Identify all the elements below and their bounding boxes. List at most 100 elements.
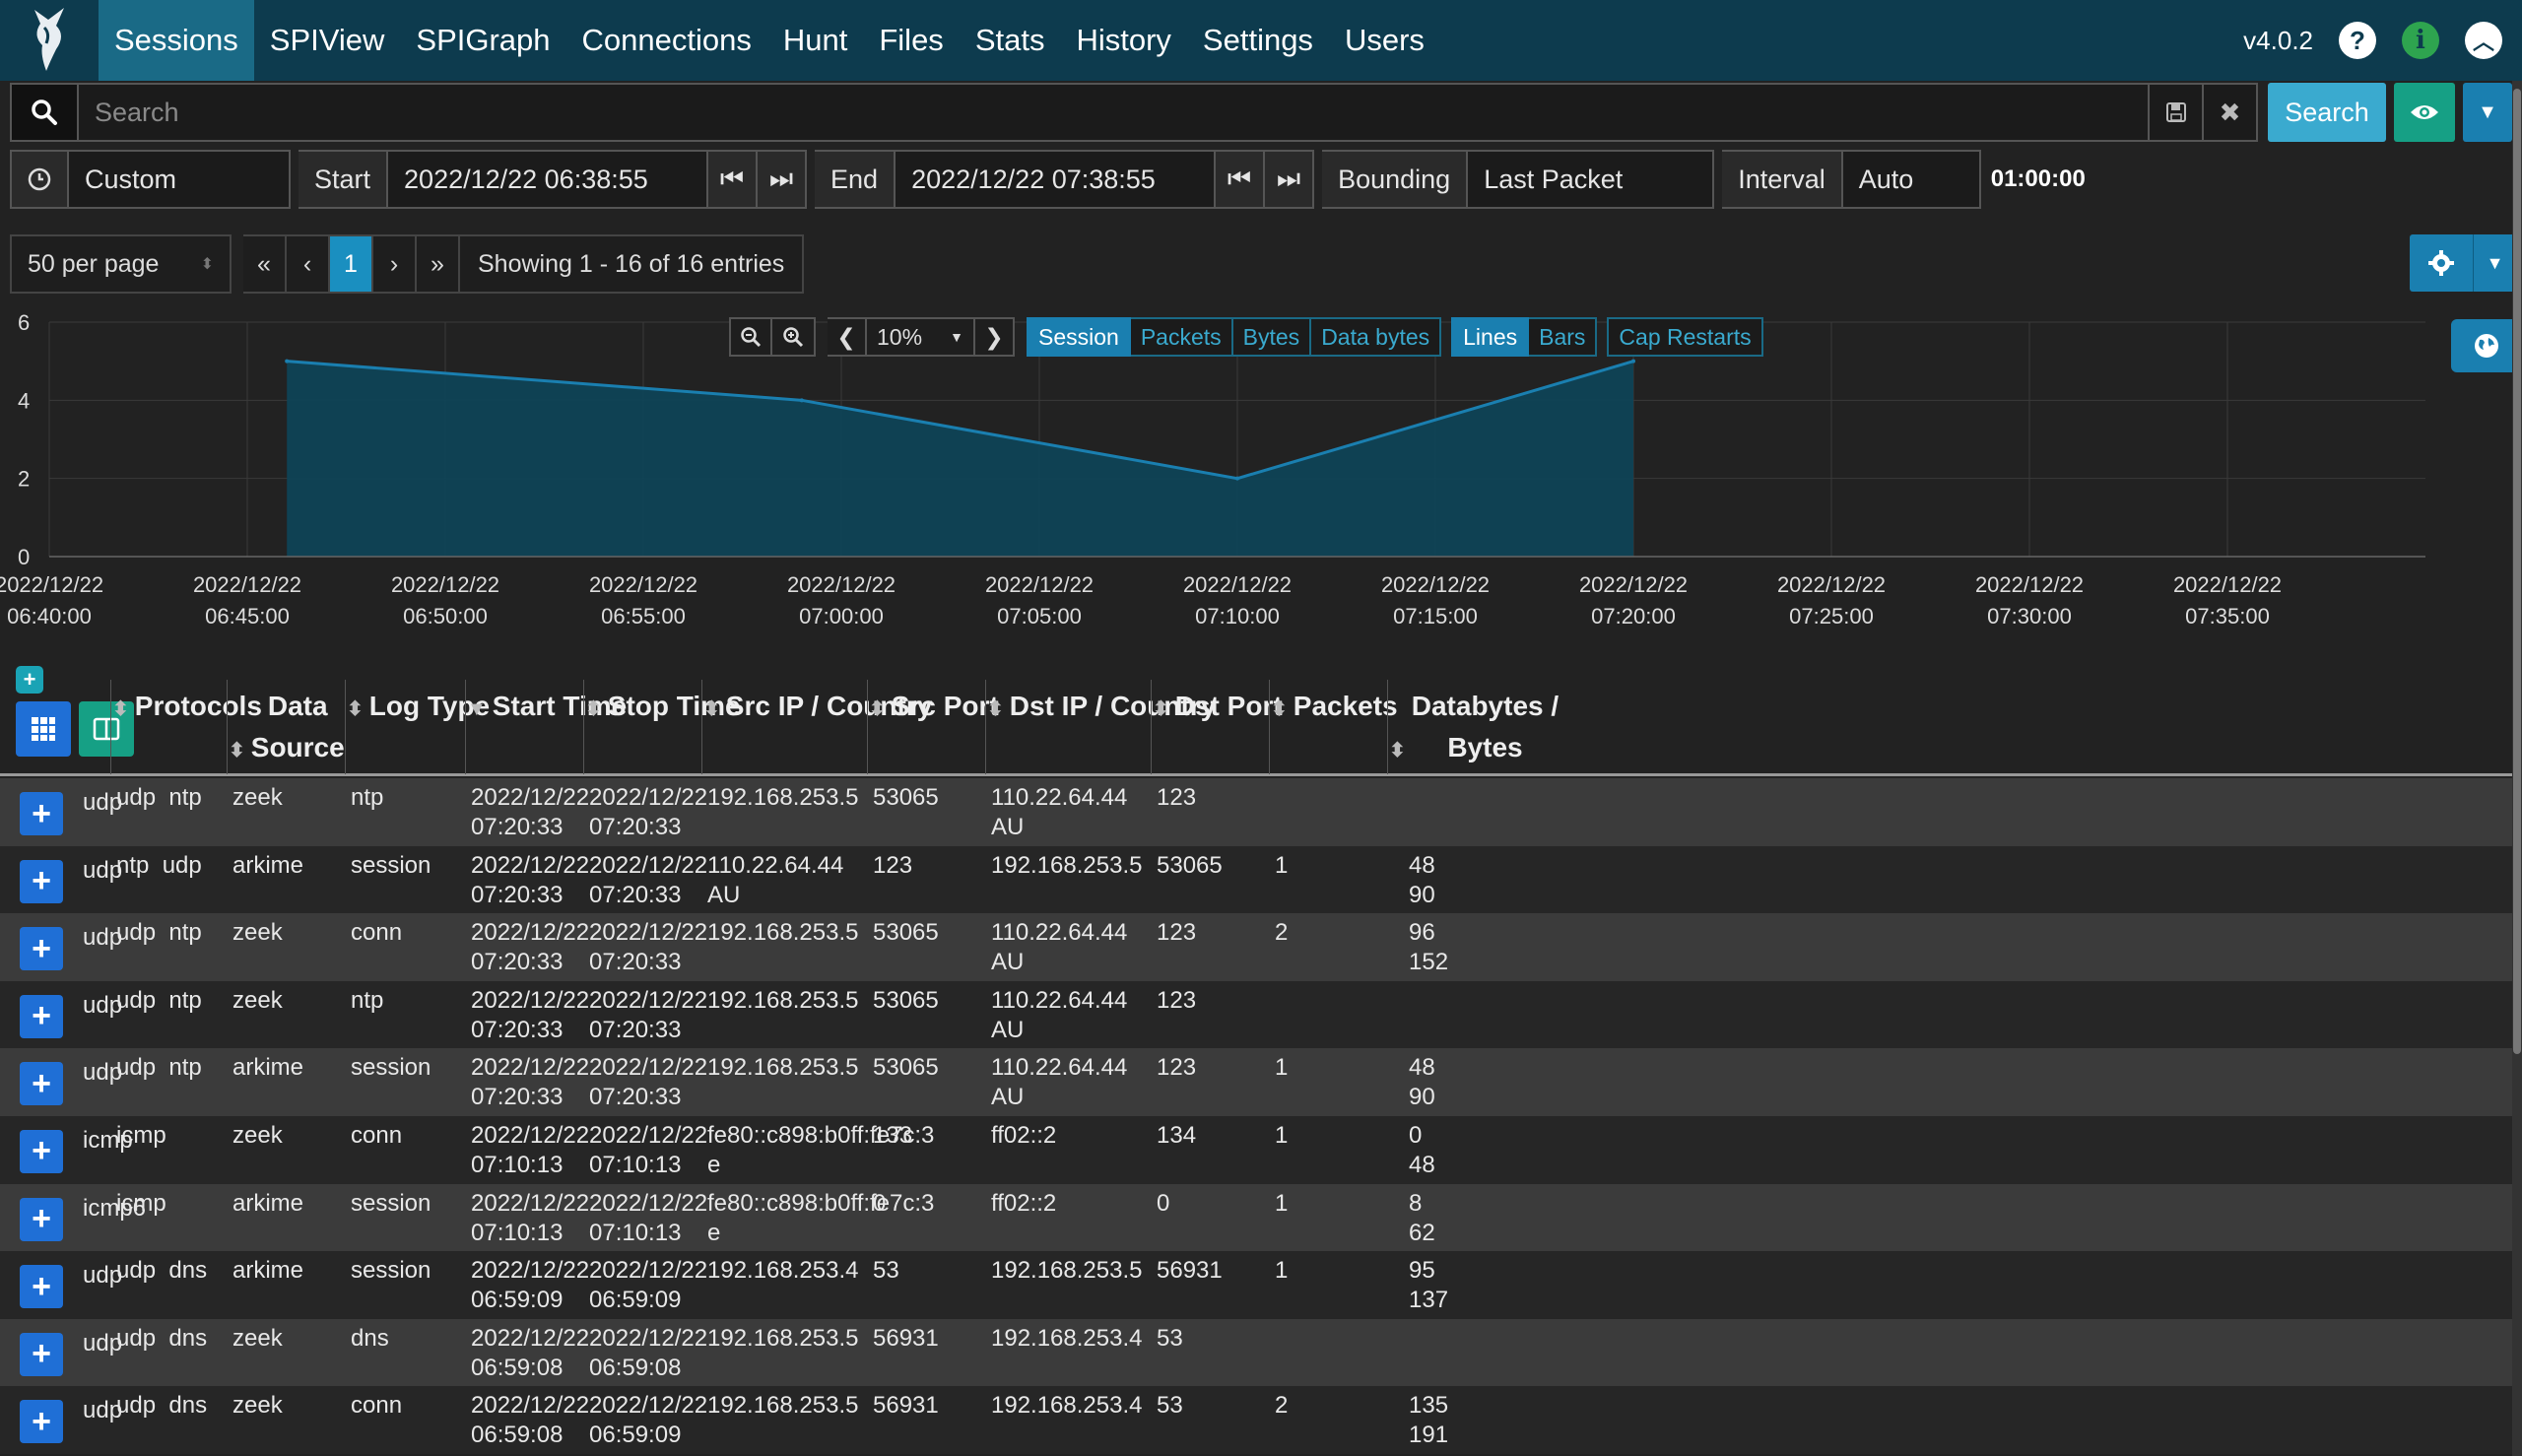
zoom-out-icon[interactable]: [729, 317, 772, 357]
expand-row-icon[interactable]: +: [20, 859, 63, 903]
column-separator[interactable]: [1269, 680, 1270, 774]
nav-stats[interactable]: Stats: [974, 23, 1045, 57]
column-separator[interactable]: [345, 680, 346, 774]
table-row[interactable]: + udp udp dns arkime session 2022/12/22 06:59…: [0, 1251, 2522, 1319]
nav-connections[interactable]: Connections: [581, 23, 752, 57]
gear-icon[interactable]: [2410, 234, 2473, 292]
column-header-start-time[interactable]: ▼ Start Time: [467, 686, 627, 730]
table-row[interactable]: + icmp6 icmp arkime session 2022/12/22 07:10:…: [0, 1183, 2522, 1252]
table-row[interactable]: + udp udp dns zeek conn 2022/12/22 06:59:08 20…: [0, 1386, 2522, 1454]
metric-toggle-session[interactable]: Session: [1027, 317, 1131, 357]
bounding-select[interactable]: Last Packet: [1468, 150, 1715, 209]
column-separator[interactable]: [465, 680, 466, 774]
column-separator[interactable]: [583, 680, 584, 774]
column-separator[interactable]: [1387, 680, 1388, 774]
expand-row-icon[interactable]: +: [20, 1197, 63, 1241]
column-separator[interactable]: [867, 680, 868, 774]
table-row[interactable]: + udp udp ntp zeek ntp 2022/12/22 07:20:33 202…: [0, 980, 2522, 1049]
end-skip-back-icon[interactable]: ⏮: [1216, 150, 1266, 209]
columns-view-icon[interactable]: [79, 701, 134, 757]
x-tick-date: 2022/12/22: [1183, 572, 1292, 597]
column-header-protocols[interactable]: ⬍ Protocols: [112, 686, 262, 730]
nav-hunt[interactable]: Hunt: [782, 23, 848, 57]
metric-toggle-data-bytes[interactable]: Data bytes: [1311, 317, 1442, 357]
metric-toggle-packets[interactable]: Packets: [1130, 317, 1233, 357]
last-page-button[interactable]: »: [417, 234, 460, 294]
pan-left-icon[interactable]: ❮: [828, 317, 867, 357]
column-separator[interactable]: [1151, 680, 1152, 774]
nav-spigraph[interactable]: SPIGraph: [416, 23, 551, 57]
column-header-src-port[interactable]: ⬍ Src Port: [869, 686, 999, 730]
clear-search-icon[interactable]: ✖: [2204, 83, 2258, 142]
save-expression-icon[interactable]: [2150, 83, 2204, 142]
cell-sport: 133: [873, 1121, 913, 1149]
skip-forward-icon[interactable]: ⏭: [758, 150, 808, 209]
table-row[interactable]: + udp udp dns zeek dns 2022/12/22 06:59:08 202…: [0, 1318, 2522, 1387]
expand-row-icon[interactable]: +: [20, 994, 63, 1038]
column-header-data-source[interactable]: ⬍Data Source: [229, 686, 345, 771]
nav-sessions[interactable]: Sessions: [99, 0, 254, 81]
column-header-packets[interactable]: ⬍ Packets: [1271, 686, 1398, 730]
style-toggle-bars[interactable]: Bars: [1529, 317, 1598, 357]
nav-history[interactable]: History: [1076, 23, 1171, 57]
nav-spiview[interactable]: SPIView: [269, 23, 385, 57]
next-page-button[interactable]: ›: [373, 234, 417, 294]
zoom-in-icon[interactable]: [772, 317, 816, 357]
end-skip-forward-icon[interactable]: ⏭: [1265, 150, 1315, 209]
column-separator[interactable]: [227, 680, 228, 774]
page-1-button[interactable]: 1: [330, 234, 373, 294]
scrollbar-thumb[interactable]: [2513, 89, 2521, 1054]
grid-view-icon[interactable]: [16, 701, 71, 757]
info-icon[interactable]: i: [2402, 22, 2439, 59]
expand-row-icon[interactable]: +: [20, 792, 63, 835]
add-column-icon[interactable]: +: [16, 666, 43, 694]
search-input[interactable]: [79, 83, 2150, 142]
skip-back-icon[interactable]: ⏮: [708, 150, 759, 209]
start-time-input[interactable]: 2022/12/22 06:38:55: [388, 150, 709, 209]
column-header-log-type[interactable]: ⬍ Log Type: [347, 686, 490, 730]
table-row[interactable]: + icmp icmp zeek conn 2022/12/22 07:10:13 2022…: [0, 1115, 2522, 1184]
settings-dropdown-icon[interactable]: ▼: [2473, 234, 2516, 292]
help-icon[interactable]: ?: [2339, 22, 2376, 59]
time-range-select[interactable]: Custom: [69, 150, 291, 209]
end-time-input[interactable]: 2022/12/22 07:38:55: [896, 150, 1217, 209]
cell-protocols: udp dns: [116, 1324, 208, 1352]
table-row[interactable]: + udp udp ntp arkime session 2022/12/22 07:20…: [0, 1048, 2522, 1116]
table-row[interactable]: + udp ntp udp arkime session 2022/12/22 07:20…: [0, 845, 2522, 914]
column-separator[interactable]: [985, 680, 986, 774]
cell-dport: 123: [1157, 986, 1197, 1014]
column-separator[interactable]: [110, 680, 111, 774]
table-row[interactable]: + udp udp ntp zeek conn 2022/12/22 07:20:33 20…: [0, 913, 2522, 981]
expand-row-icon[interactable]: +: [20, 1332, 63, 1376]
owl-logo-icon[interactable]: [0, 0, 99, 81]
column-header-stop-time[interactable]: ⬍ Stop Time: [585, 686, 741, 730]
nav-files[interactable]: Files: [879, 23, 944, 57]
table-row[interactable]: + udp udp ntp zeek ntp 2022/12/22 07:20:33 202…: [0, 778, 2522, 846]
nav-users[interactable]: Users: [1344, 23, 1425, 57]
cap-restarts-toggle[interactable]: Cap Restarts: [1607, 317, 1763, 357]
nav-settings[interactable]: Settings: [1202, 23, 1313, 57]
column-separator[interactable]: [701, 680, 702, 774]
expand-row-icon[interactable]: +: [20, 927, 63, 971]
style-toggle-lines[interactable]: Lines: [1451, 317, 1530, 357]
chevron-up-icon[interactable]: ︿: [2465, 22, 2502, 59]
column-header-databytes-bytes[interactable]: ⬍Databytes / Bytes: [1389, 686, 1559, 771]
pan-right-icon[interactable]: ❯: [975, 317, 1015, 357]
search-button[interactable]: Search: [2268, 83, 2386, 142]
per-page-select[interactable]: 50 per page ⬍: [10, 234, 232, 294]
first-page-button[interactable]: «: [243, 234, 287, 294]
expand-row-icon[interactable]: +: [20, 1062, 63, 1106]
zoom-level-select[interactable]: 10% ▼: [867, 317, 975, 357]
prev-page-button[interactable]: ‹: [287, 234, 330, 294]
column-header-src-ip-country[interactable]: ⬍ Src IP / Country: [703, 686, 932, 730]
metric-toggle-bytes[interactable]: Bytes: [1232, 317, 1312, 357]
actions-dropdown-icon[interactable]: ▼: [2463, 83, 2512, 142]
column-header-dst-ip-country[interactable]: ⬍ Dst IP / Country: [987, 686, 1216, 730]
interval-select[interactable]: Auto: [1842, 150, 1981, 209]
expand-row-icon[interactable]: +: [20, 1400, 63, 1444]
expand-row-icon[interactable]: +: [20, 1265, 63, 1309]
expand-row-icon[interactable]: +: [20, 1129, 63, 1173]
eye-icon[interactable]: [2394, 83, 2455, 142]
column-header-dst-port[interactable]: ⬍ Dst Port: [1153, 686, 1283, 730]
globe-icon[interactable]: [2451, 319, 2522, 372]
